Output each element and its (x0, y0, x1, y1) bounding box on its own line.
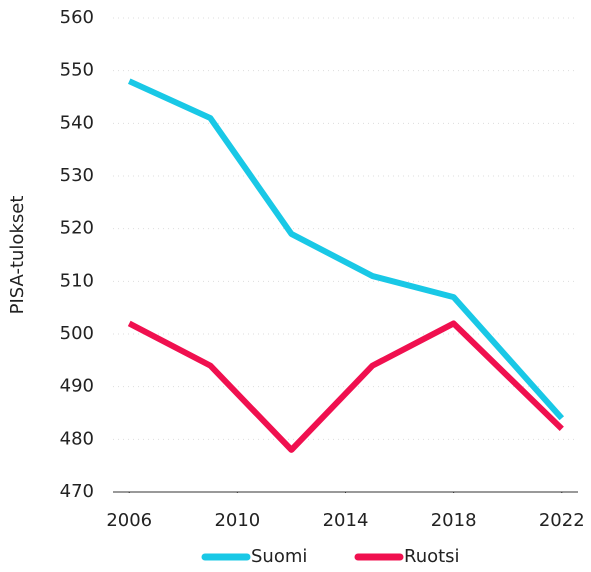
y-axis-label: PISA-tulokset (7, 196, 28, 315)
x-tick-label: 2014 (323, 510, 369, 531)
legend-label: Suomi (251, 546, 307, 567)
series-line (127, 320, 564, 453)
y-tick-label: 550 (60, 60, 94, 81)
x-tick-label: 2018 (431, 510, 477, 531)
y-tick-label: 530 (60, 165, 94, 186)
y-tick-label: 560 (60, 7, 94, 28)
y-tick-label: 520 (60, 218, 94, 239)
y-tick-label: 480 (60, 428, 94, 449)
y-tick-label: 540 (60, 112, 94, 133)
x-tick-label: 2006 (106, 510, 152, 531)
legend-label: Ruotsi (404, 546, 460, 567)
y-tick-label: 510 (60, 270, 94, 291)
y-tick-label: 500 (60, 323, 94, 344)
series-line (127, 78, 565, 421)
y-tick-label: 470 (60, 481, 94, 502)
y-tick-label: 490 (60, 376, 94, 397)
x-tick-label: 2010 (214, 510, 260, 531)
x-tick-label: 2022 (539, 510, 585, 531)
